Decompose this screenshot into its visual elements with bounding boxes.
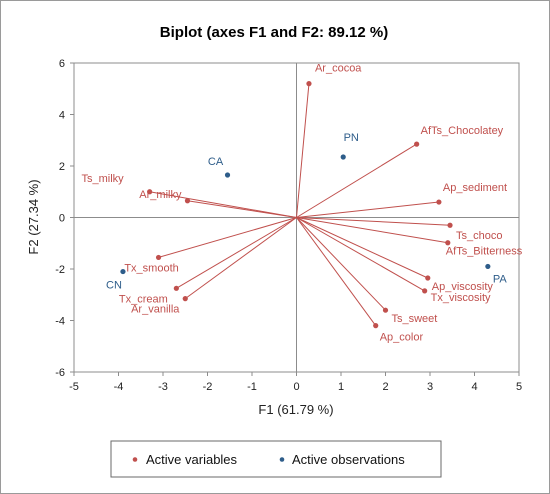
y-axis-ticks: -6 -4 -2 0 2 4 6 [55, 58, 74, 379]
variable-point [422, 288, 428, 294]
variable-label: Tx_cream [119, 293, 168, 305]
variable-vector [296, 83, 310, 218]
variable-label: Tx_viscosity [431, 292, 491, 304]
legend-variables-label: Active variables [146, 452, 238, 467]
y-tick-label: -6 [55, 367, 65, 379]
variable-point [436, 199, 442, 205]
observation-point [340, 154, 346, 160]
observation-label: PA [493, 273, 508, 285]
variable-point [182, 296, 188, 302]
y-tick-label: 6 [59, 58, 65, 70]
x-tick-label: 2 [382, 381, 388, 393]
variable-vector [296, 217, 448, 244]
x-tick-label: -4 [114, 381, 124, 393]
variable-label: Ap_viscosity [432, 281, 494, 293]
variable-vector [296, 217, 425, 292]
x-tick-label: 4 [471, 381, 477, 393]
variable-vectors: Ar_cocoa AfTs_Chocolatey Ap_sediment Ts_cho… [81, 63, 522, 344]
variable-vector [149, 191, 297, 218]
variable-vector [176, 217, 297, 289]
observation-point [120, 268, 126, 275]
variable-point [373, 323, 379, 329]
variable-vector [184, 217, 297, 300]
legend: Active variables Active observations [110, 440, 442, 478]
observation-label: PN [344, 132, 359, 144]
y-tick-label: 4 [59, 110, 65, 122]
variable-label: AfTs_Bitterness [446, 246, 523, 258]
legend-observations-marker [279, 457, 285, 462]
observation-label: CN [106, 280, 122, 292]
x-tick-label: 3 [427, 381, 433, 393]
variable-label: Ts_milky [81, 173, 124, 185]
x-axis-title: F1 (61.79 %) [258, 402, 333, 417]
y-tick-label: 2 [59, 161, 65, 173]
variable-label: Ap_color [380, 332, 424, 344]
observation-point [485, 263, 491, 270]
variable-label: Ts_choco [456, 230, 502, 242]
variable-point [445, 240, 451, 246]
x-tick-label: -3 [158, 381, 168, 393]
variable-point [425, 275, 431, 281]
x-tick-label: -1 [247, 381, 257, 393]
variable-point [414, 141, 420, 147]
y-tick-label: -2 [55, 264, 65, 276]
variable-point [382, 307, 389, 313]
x-tick-label: -2 [203, 381, 213, 393]
variable-point [184, 198, 191, 204]
observation-label: CA [208, 156, 224, 168]
observation-points: PN CA PA CN [106, 132, 507, 292]
y-tick-label: -4 [55, 316, 65, 328]
variable-point [306, 81, 312, 87]
variable-vector [296, 143, 417, 218]
legend-box [110, 440, 442, 478]
variable-point [147, 189, 153, 195]
variable-vector [296, 217, 451, 226]
x-tick-label: 1 [338, 381, 344, 393]
legend-observations-label: Active observations [292, 452, 405, 467]
variable-point [155, 254, 162, 261]
variable-label: Ar_cocoa [315, 63, 362, 75]
variable-vector [296, 217, 428, 279]
chart-title: Biplot (axes F1 and F2: 89.12 %) [160, 24, 388, 41]
variable-label: Ar_vanilla [131, 304, 180, 316]
x-tick-label: 5 [516, 381, 522, 393]
variable-label: Ar_milky [139, 189, 182, 201]
y-axis-title: F2 (27.34 %) [26, 179, 41, 254]
variable-label: AfTs_Chocolatey [421, 125, 504, 137]
x-tick-label: 0 [293, 381, 299, 393]
observation-point [224, 172, 231, 178]
legend-variables-marker [132, 457, 138, 462]
variable-label: Tx_smooth [124, 262, 178, 274]
y-tick-label: 0 [59, 213, 65, 225]
x-axis-ticks: -5 -4 -3 -2 -1 0 1 2 3 4 5 [69, 372, 522, 393]
variable-label: Ts_sweet [392, 313, 438, 325]
variable-label: Ap_sediment [443, 182, 507, 194]
variable-vector [296, 201, 439, 218]
variable-point [447, 222, 453, 228]
variable-vector [158, 217, 297, 258]
x-tick-label: -5 [69, 381, 79, 393]
variable-point [173, 285, 179, 291]
variable-vector [296, 217, 377, 326]
variable-vector [296, 217, 386, 311]
variable-vector [187, 200, 297, 218]
